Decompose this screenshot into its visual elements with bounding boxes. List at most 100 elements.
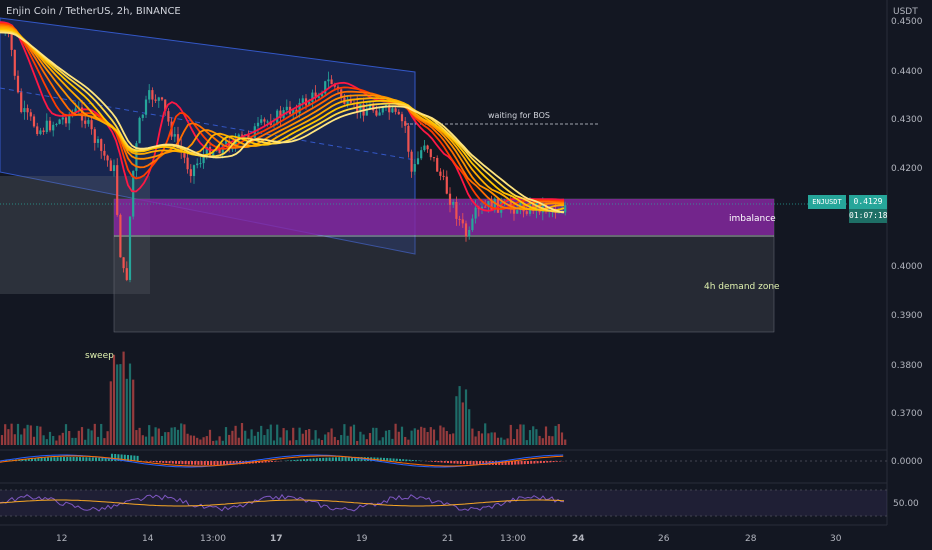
time-tick: 19 (356, 534, 368, 544)
macd-bar (223, 461, 225, 465)
macd-bar (114, 454, 117, 461)
volume-bar (218, 436, 221, 445)
macd-bar (411, 460, 414, 461)
volume-bar (279, 437, 282, 445)
volume-bar (346, 435, 349, 445)
symbol-header[interactable]: Enjin Coin / TetherUS, 2h, BINANCE (6, 6, 181, 17)
candle-body (263, 119, 266, 122)
volume-bar (461, 402, 464, 445)
main-pane-bg (0, 0, 887, 550)
macd-bar (171, 461, 174, 464)
macd-bar (27, 458, 30, 461)
rsi-line (0, 493, 565, 512)
macd-bar (194, 461, 197, 465)
macd-bar (111, 453, 113, 461)
macd-bar (543, 461, 545, 463)
candle-body (330, 79, 333, 84)
volume-bar (23, 428, 26, 445)
volume-bar (407, 439, 410, 445)
descending-channel[interactable] (0, 17, 416, 255)
macd-bar (274, 461, 277, 462)
candle-body (205, 146, 208, 156)
macd-bar (501, 461, 504, 465)
imbalance-zone[interactable] (114, 199, 774, 235)
volume-bar (215, 440, 218, 445)
volume-bar (61, 432, 64, 445)
time-tick: 17 (270, 534, 283, 544)
candle-body (42, 130, 45, 133)
volume-bar (490, 432, 493, 445)
candle-body (308, 101, 311, 106)
macd-bar (5, 460, 8, 461)
macd-bar (293, 459, 296, 461)
candle-body (410, 151, 413, 172)
volume-bar (522, 424, 525, 445)
volume-bar (167, 432, 170, 445)
volume-bar (493, 432, 496, 445)
volume-bar (173, 427, 176, 445)
price-tick: 0.4300 (891, 115, 923, 125)
macd-bar (530, 461, 533, 464)
volume-bar (538, 435, 541, 445)
macd-bar (155, 461, 158, 463)
volume-bar (362, 434, 365, 445)
candle-body (93, 129, 96, 143)
macd-bar (437, 461, 440, 463)
volume-bar (208, 429, 212, 445)
candle-body (509, 201, 512, 208)
macd-bar (184, 461, 187, 465)
volume-bar (336, 440, 340, 445)
candle-body (375, 110, 378, 116)
volume-bar (512, 439, 516, 445)
candle-body (327, 79, 330, 82)
ema-ribbon (0, 21, 565, 214)
macd-bar (402, 459, 405, 461)
time-tick: 14 (142, 534, 154, 544)
macd-bar (469, 461, 472, 465)
volume-bar (452, 433, 455, 445)
macd-bar (69, 457, 72, 461)
volume-bar (135, 430, 138, 445)
volume-bar (311, 439, 314, 445)
candle-body (455, 202, 458, 219)
macd-bar (213, 461, 216, 465)
volume-bar (368, 433, 372, 445)
volume-bar (269, 424, 272, 445)
macd-bar (159, 461, 161, 463)
volume-bar (448, 434, 452, 445)
macd-bar (133, 455, 136, 461)
macd-bar (383, 457, 385, 461)
volume-bar (308, 429, 311, 445)
candle-body (32, 116, 36, 127)
price-tick: 0.3700 (891, 409, 923, 419)
candle-body (234, 140, 237, 148)
volume-bar (144, 436, 148, 445)
macd-bar (191, 461, 193, 465)
volume-bar (74, 437, 77, 445)
candle-body (148, 90, 151, 100)
macd-bar (399, 458, 401, 461)
volume-bar (516, 429, 519, 445)
volume-bar (119, 364, 122, 445)
macd-bar (210, 461, 213, 465)
candle-body (119, 214, 122, 258)
volume-bar (132, 379, 135, 445)
volume-bar (554, 425, 557, 445)
volume-bar (384, 430, 388, 445)
macd-bar (472, 461, 475, 465)
volume-bar (474, 436, 477, 445)
macd-bar (168, 461, 171, 464)
volume-bar (96, 436, 100, 445)
candle-body (458, 218, 461, 220)
time-tick: 30 (830, 534, 842, 544)
volume-bar (237, 437, 240, 445)
macd-bar (306, 458, 309, 461)
macd-bar (315, 458, 318, 461)
candle-body (90, 120, 93, 130)
macd-bar (216, 461, 219, 465)
volume-bar (180, 423, 183, 445)
candle-body (420, 150, 423, 159)
candle-body (36, 126, 39, 134)
candle-body (10, 32, 13, 50)
